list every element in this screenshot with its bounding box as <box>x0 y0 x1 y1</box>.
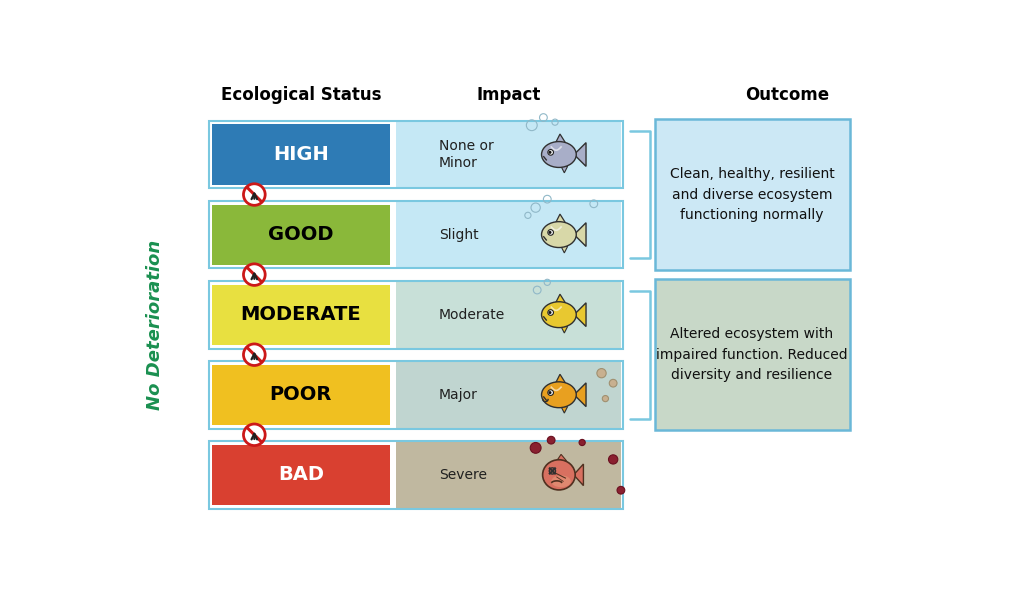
Circle shape <box>547 436 555 444</box>
Ellipse shape <box>542 142 577 168</box>
Circle shape <box>549 391 552 394</box>
Text: None or
Minor: None or Minor <box>438 139 494 169</box>
Circle shape <box>244 424 265 445</box>
Bar <box>209 441 624 508</box>
Circle shape <box>244 264 265 285</box>
Circle shape <box>244 344 265 365</box>
Text: Ecological Status: Ecological Status <box>220 86 381 104</box>
Ellipse shape <box>542 302 577 328</box>
Circle shape <box>549 231 552 234</box>
Polygon shape <box>556 294 565 303</box>
Text: Outcome: Outcome <box>744 86 828 104</box>
Polygon shape <box>561 246 567 253</box>
Polygon shape <box>573 464 584 486</box>
Polygon shape <box>574 303 586 326</box>
Circle shape <box>579 439 586 445</box>
Bar <box>396 121 621 188</box>
Bar <box>212 445 390 505</box>
Polygon shape <box>556 214 565 223</box>
Text: GOOD: GOOD <box>268 225 334 244</box>
Bar <box>212 124 390 185</box>
Circle shape <box>548 310 554 316</box>
Text: No Deterioration: No Deterioration <box>146 240 164 410</box>
Circle shape <box>608 455 617 464</box>
Polygon shape <box>574 223 586 246</box>
Circle shape <box>549 151 552 154</box>
Circle shape <box>548 230 554 235</box>
Polygon shape <box>556 374 565 383</box>
Bar <box>396 281 621 348</box>
FancyBboxPatch shape <box>655 279 850 430</box>
Bar <box>212 204 390 264</box>
Text: Clean, healthy, resilient
and diverse ecosystem
functioning normally: Clean, healthy, resilient and diverse ec… <box>670 167 835 222</box>
Bar <box>209 201 624 269</box>
Text: MODERATE: MODERATE <box>241 305 361 324</box>
Text: Impact: Impact <box>476 86 541 104</box>
Circle shape <box>617 486 625 494</box>
FancyBboxPatch shape <box>655 119 850 270</box>
Polygon shape <box>574 142 586 166</box>
Circle shape <box>597 368 606 378</box>
Circle shape <box>549 311 552 314</box>
Text: HIGH: HIGH <box>273 145 329 164</box>
Bar <box>212 285 390 345</box>
Text: Severe: Severe <box>438 468 486 482</box>
Text: Moderate: Moderate <box>438 308 505 322</box>
Polygon shape <box>561 326 567 333</box>
Ellipse shape <box>543 460 575 490</box>
Bar <box>212 365 390 425</box>
Polygon shape <box>574 383 586 407</box>
Circle shape <box>548 390 554 395</box>
Polygon shape <box>561 407 567 413</box>
Bar <box>209 281 624 349</box>
Bar <box>209 361 624 429</box>
Circle shape <box>548 150 554 155</box>
Ellipse shape <box>542 222 577 248</box>
Text: POOR: POOR <box>269 385 332 404</box>
Circle shape <box>609 379 617 387</box>
Bar <box>396 362 621 428</box>
Text: Major: Major <box>438 388 477 401</box>
Polygon shape <box>557 454 566 461</box>
Circle shape <box>602 395 608 401</box>
Polygon shape <box>561 166 567 173</box>
Ellipse shape <box>551 475 570 487</box>
Ellipse shape <box>542 382 577 407</box>
Text: Slight: Slight <box>438 228 478 242</box>
Bar <box>209 121 624 188</box>
Circle shape <box>244 184 265 206</box>
Circle shape <box>530 442 541 453</box>
Polygon shape <box>556 134 565 142</box>
Bar <box>396 442 621 508</box>
Text: Altered ecosystem with
impaired function. Reduced
diversity and resilience: Altered ecosystem with impaired function… <box>656 327 848 382</box>
Bar <box>396 201 621 267</box>
Text: BAD: BAD <box>278 465 324 484</box>
